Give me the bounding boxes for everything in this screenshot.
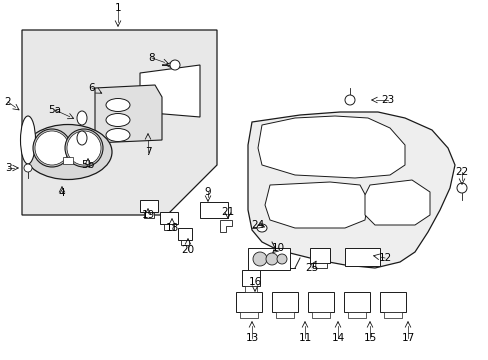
- Bar: [379, 292, 405, 312]
- Bar: [247, 248, 289, 270]
- Bar: [240, 312, 258, 318]
- Bar: [309, 248, 329, 263]
- Bar: [181, 240, 189, 245]
- Bar: [178, 228, 192, 240]
- Polygon shape: [220, 220, 231, 232]
- Bar: [345, 248, 379, 266]
- Circle shape: [345, 95, 354, 105]
- Text: 22: 22: [454, 167, 468, 177]
- Bar: [200, 202, 227, 218]
- Polygon shape: [140, 65, 200, 117]
- Polygon shape: [258, 116, 404, 178]
- Text: 16: 16: [248, 277, 261, 287]
- Ellipse shape: [257, 224, 266, 232]
- Bar: [312, 263, 326, 268]
- Polygon shape: [95, 85, 162, 143]
- Text: 5b: 5b: [81, 160, 95, 170]
- Text: 14: 14: [331, 333, 344, 343]
- Text: 12: 12: [378, 253, 391, 263]
- Bar: [236, 292, 262, 312]
- Text: 13: 13: [245, 333, 258, 343]
- Text: 6: 6: [88, 83, 95, 93]
- Circle shape: [24, 164, 32, 172]
- Bar: [275, 312, 293, 318]
- Bar: [244, 286, 257, 292]
- Ellipse shape: [24, 125, 112, 180]
- Ellipse shape: [20, 116, 36, 164]
- Text: 5a: 5a: [48, 105, 61, 115]
- Circle shape: [65, 129, 103, 167]
- Ellipse shape: [106, 129, 130, 141]
- Circle shape: [265, 253, 278, 265]
- Bar: [163, 224, 174, 230]
- Text: 11: 11: [298, 333, 311, 343]
- Text: 1: 1: [115, 3, 121, 13]
- Circle shape: [67, 131, 101, 165]
- Text: 9: 9: [204, 187, 211, 197]
- Circle shape: [252, 252, 266, 266]
- Circle shape: [33, 129, 71, 167]
- Bar: [140, 200, 158, 212]
- Circle shape: [35, 131, 69, 165]
- Text: 20: 20: [181, 245, 194, 255]
- Ellipse shape: [106, 113, 130, 126]
- Circle shape: [170, 60, 180, 70]
- Text: 18: 18: [165, 223, 178, 233]
- Text: 21: 21: [221, 207, 234, 217]
- Bar: [63, 157, 73, 164]
- Circle shape: [456, 183, 466, 193]
- Text: 7: 7: [144, 147, 151, 157]
- Bar: [383, 312, 401, 318]
- Text: 24: 24: [251, 220, 264, 230]
- Text: 15: 15: [363, 333, 376, 343]
- Bar: [343, 292, 369, 312]
- Text: 17: 17: [401, 333, 414, 343]
- Ellipse shape: [77, 131, 87, 145]
- Text: 8: 8: [148, 53, 155, 63]
- Bar: [311, 312, 329, 318]
- Text: 2: 2: [5, 97, 11, 107]
- Polygon shape: [264, 182, 367, 228]
- Bar: [242, 270, 260, 286]
- Bar: [143, 212, 154, 218]
- Bar: [307, 292, 333, 312]
- Bar: [160, 212, 178, 224]
- Ellipse shape: [106, 99, 130, 112]
- Text: 23: 23: [381, 95, 394, 105]
- Polygon shape: [22, 30, 217, 215]
- Polygon shape: [247, 112, 454, 268]
- Text: 25: 25: [305, 263, 318, 273]
- Bar: [347, 312, 365, 318]
- Bar: [271, 292, 297, 312]
- Text: 10: 10: [271, 243, 284, 253]
- Polygon shape: [364, 180, 429, 225]
- Text: 4: 4: [59, 188, 65, 198]
- Text: 19: 19: [141, 210, 154, 220]
- Circle shape: [276, 254, 286, 264]
- Text: 3: 3: [5, 163, 11, 173]
- Ellipse shape: [77, 111, 87, 125]
